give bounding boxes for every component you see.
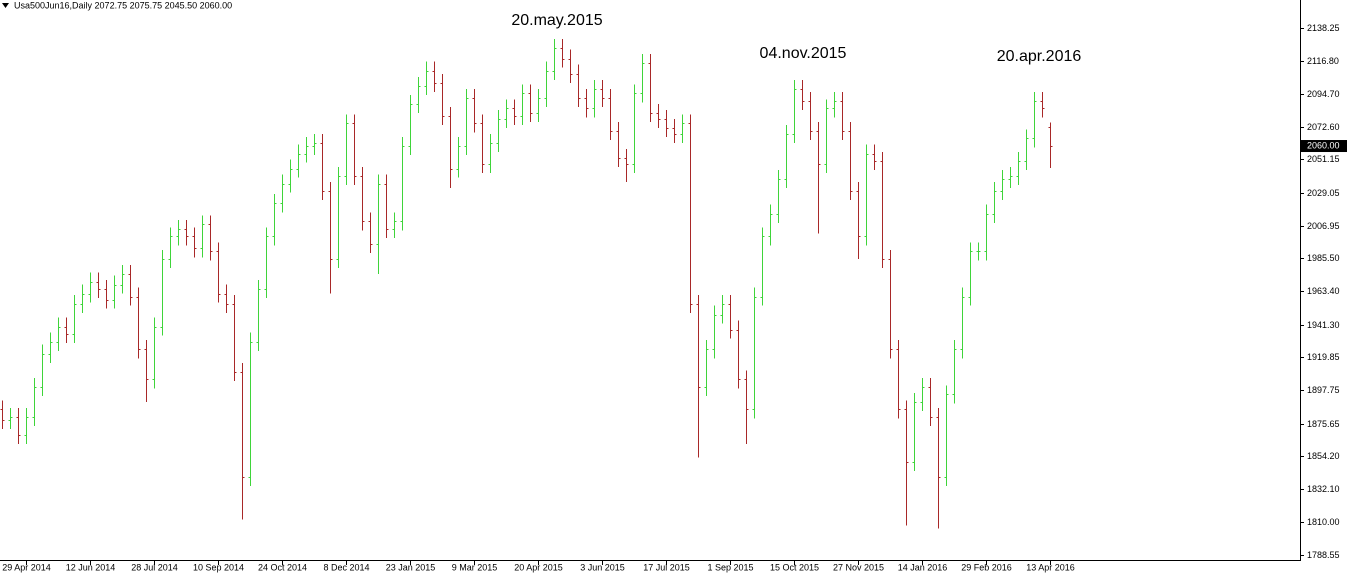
annotation: 04.nov.2015 (760, 45, 847, 62)
x-tick-label: 9 Mar 2015 (452, 562, 498, 572)
x-tick-label: 29 Feb 2016 (961, 562, 1012, 572)
x-tick-label: 29 Apr 2014 (2, 562, 51, 572)
x-tick-label: 20 Apr 2015 (514, 562, 563, 572)
x-tick-label: 12 Jun 2014 (66, 562, 116, 572)
x-tick-label: 8 Dec 2014 (323, 562, 369, 572)
y-tick-label: 1941.30 (1307, 320, 1340, 330)
x-tick-label: 10 Sep 2014 (193, 562, 244, 572)
x-tick-label: 14 Jan 2016 (898, 562, 948, 572)
last-price-box (1301, 140, 1347, 153)
x-tick-label: 24 Oct 2014 (258, 562, 307, 572)
chart-header: Usa500Jun16,Daily 2072.75 2075.75 2045.5… (14, 0, 232, 10)
annotation: 20.may.2015 (511, 12, 602, 29)
last-price-label: 2060.00 (1307, 140, 1340, 150)
y-tick-label: 2029.05 (1307, 188, 1340, 198)
x-tick-label: 17 Jul 2015 (643, 562, 690, 572)
y-tick-label: 1788.55 (1307, 550, 1340, 560)
y-tick-label: 2006.95 (1307, 221, 1340, 231)
x-tick-label: 13 Apr 2016 (1026, 562, 1075, 572)
y-tick-label: 1875.65 (1307, 419, 1340, 429)
menu-arrow[interactable] (2, 3, 9, 8)
y-tick-label: 1854.20 (1307, 451, 1340, 461)
y-tick-label: 1985.50 (1307, 253, 1340, 263)
y-tick-label: 1897.75 (1307, 385, 1340, 395)
y-tick-label: 2072.60 (1307, 122, 1340, 132)
y-tick-label: 2094.70 (1307, 89, 1340, 99)
x-tick-label: 27 Nov 2015 (833, 562, 884, 572)
y-tick-label: 1832.10 (1307, 484, 1340, 494)
y-tick-label: 1963.40 (1307, 286, 1340, 296)
y-tick-label: 1919.85 (1307, 352, 1340, 362)
y-tick-label: 2051.15 (1307, 154, 1340, 164)
x-tick-label: 3 Jun 2015 (580, 562, 625, 572)
y-tick-label: 2116.80 (1307, 56, 1339, 66)
x-tick-label: 23 Jan 2015 (386, 562, 436, 572)
x-tick-label: 28 Jul 2014 (131, 562, 178, 572)
x-tick-label: 1 Sep 2015 (707, 562, 753, 572)
y-tick-label: 2138.25 (1307, 23, 1340, 33)
y-tick-label: 1810.00 (1307, 517, 1340, 527)
x-tick-label: 15 Oct 2015 (770, 562, 819, 572)
annotation: 20.apr.2016 (997, 48, 1082, 65)
